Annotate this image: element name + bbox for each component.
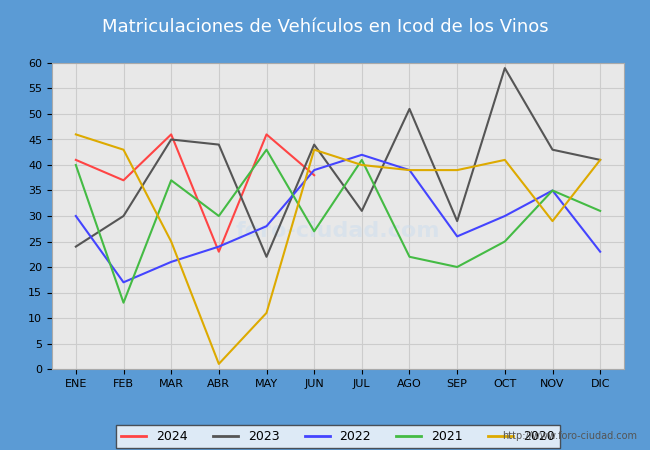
Text: http://www.foro-ciudad.com: http://www.foro-ciudad.com xyxy=(502,431,637,441)
Text: Matriculaciones de Vehículos en Icod de los Vinos: Matriculaciones de Vehículos en Icod de … xyxy=(101,18,549,36)
Text: foro-ciudad.com: foro-ciudad.com xyxy=(236,221,440,241)
Legend: 2024, 2023, 2022, 2021, 2020: 2024, 2023, 2022, 2021, 2020 xyxy=(116,425,560,449)
